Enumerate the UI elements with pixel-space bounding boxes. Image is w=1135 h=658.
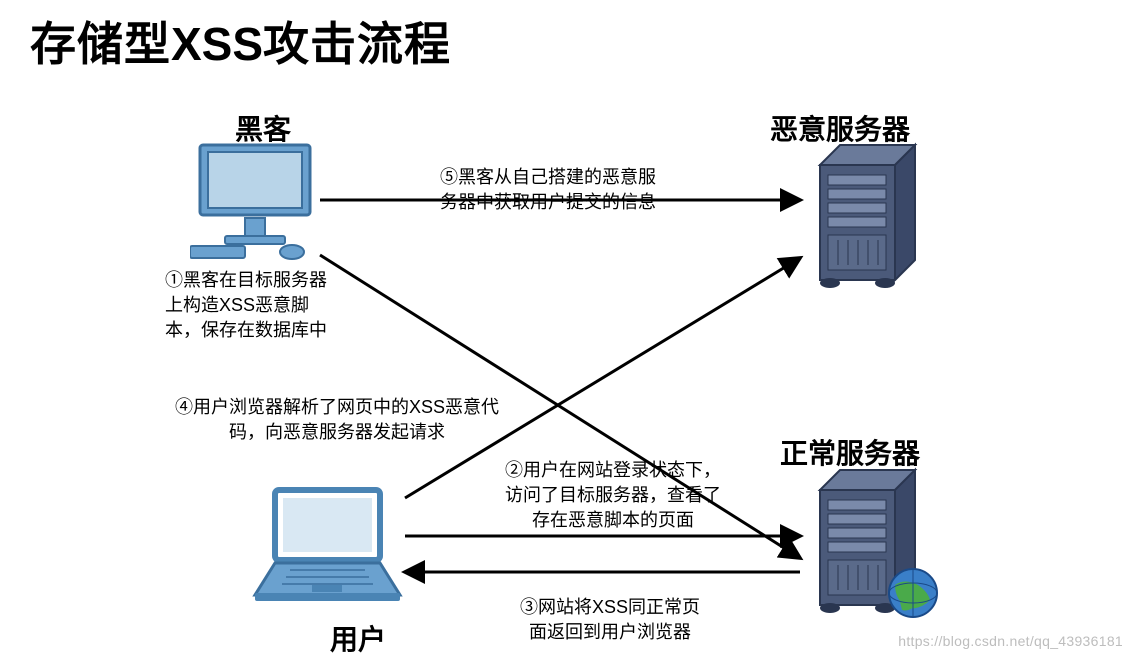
edge-label-3: ③网站将XSS同正常页 面返回到用户浏览器 bbox=[520, 595, 700, 645]
laptop-icon bbox=[250, 485, 405, 610]
edge-label-5: ⑤黑客从自己搭建的恶意服 务器中获取用户提交的信息 bbox=[440, 165, 656, 215]
title-text: 存储型XSS攻击流程 bbox=[30, 18, 451, 70]
edge-label-1: ①黑客在目标服务器 上构造XSS恶意脚 本，保存在数据库中 bbox=[165, 268, 327, 344]
server-icon bbox=[800, 135, 935, 295]
diagram-title: 存储型XSS攻击流程 bbox=[30, 8, 451, 74]
watermark-text: https://blog.csdn.net/qq_43936181 bbox=[898, 633, 1123, 649]
edge-label-2: ②用户在网站登录状态下， 访问了目标服务器，查看了 存在恶意脚本的页面 bbox=[505, 458, 721, 534]
desktop-icon bbox=[190, 140, 320, 265]
node-label-user: 用户 bbox=[330, 618, 386, 658]
edge-label-4: ④用户浏览器解析了网页中的XSS恶意代 码，向恶意服务器发起请求 bbox=[175, 395, 499, 445]
server-globe-icon bbox=[800, 460, 945, 630]
